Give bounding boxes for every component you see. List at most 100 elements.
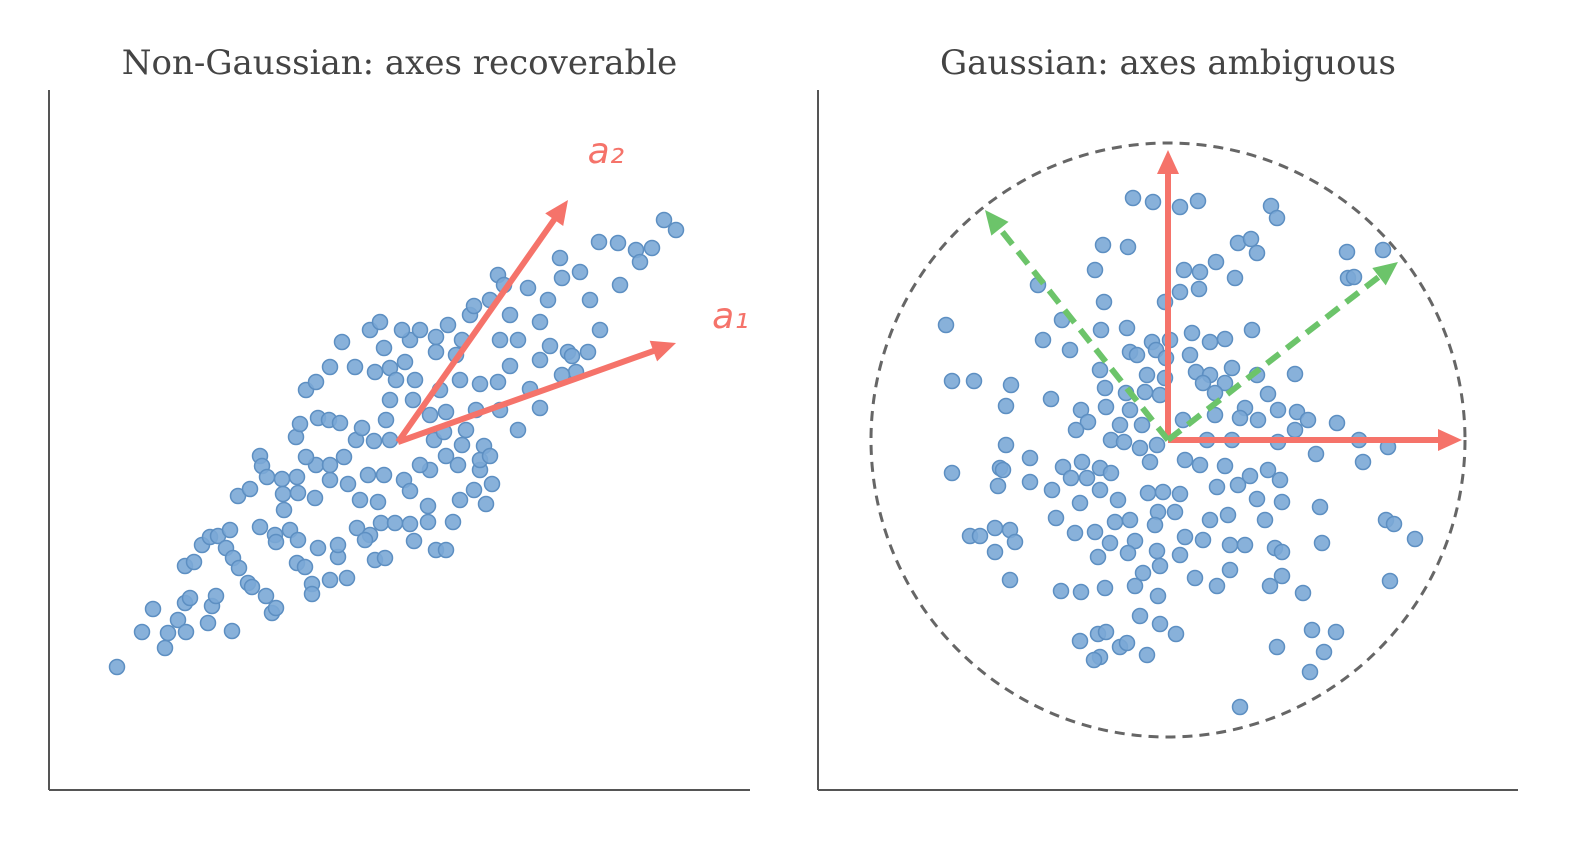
point	[274, 485, 292, 503]
point	[1072, 583, 1090, 601]
point	[1091, 361, 1109, 379]
point	[1146, 516, 1164, 534]
point	[1021, 473, 1039, 491]
point	[396, 353, 414, 371]
point	[1259, 385, 1277, 403]
point	[258, 468, 276, 486]
point	[471, 375, 489, 393]
point	[223, 622, 241, 640]
point	[1243, 321, 1261, 339]
point	[1183, 324, 1201, 342]
point	[1097, 623, 1115, 641]
point	[986, 543, 1004, 561]
point	[321, 358, 339, 376]
point	[1171, 546, 1189, 564]
point	[1269, 401, 1287, 419]
point	[1171, 283, 1189, 301]
point	[1148, 542, 1166, 560]
point	[451, 491, 469, 509]
point	[1111, 416, 1129, 434]
point	[365, 432, 383, 450]
point	[1256, 511, 1274, 529]
point	[1315, 643, 1333, 661]
point	[185, 553, 203, 571]
point	[1006, 533, 1024, 551]
point	[1216, 374, 1234, 392]
point	[1231, 409, 1249, 427]
point	[372, 514, 390, 532]
point	[965, 372, 983, 390]
point	[1273, 567, 1291, 585]
point	[1208, 478, 1226, 496]
point	[243, 578, 261, 596]
arrow-head	[985, 210, 1009, 236]
point	[1139, 484, 1157, 502]
point	[1166, 503, 1184, 521]
point	[1231, 698, 1249, 716]
point	[1052, 582, 1070, 600]
point	[1216, 457, 1234, 475]
arrow	[985, 210, 1171, 442]
point	[427, 343, 445, 361]
point	[971, 527, 989, 545]
point	[306, 489, 324, 507]
point	[986, 519, 1004, 537]
arrow	[395, 200, 568, 444]
point	[483, 475, 501, 493]
point	[439, 316, 457, 334]
point	[1126, 577, 1144, 595]
arrow	[396, 340, 676, 445]
point	[230, 559, 248, 577]
point	[491, 331, 509, 349]
point	[419, 513, 437, 531]
arrow-shaft	[1166, 271, 1385, 443]
point	[937, 316, 955, 334]
point	[1151, 557, 1169, 575]
point	[1207, 253, 1225, 271]
point	[297, 448, 315, 466]
point	[453, 436, 471, 454]
point	[411, 321, 429, 339]
point	[1273, 543, 1291, 561]
point	[1261, 577, 1279, 595]
point	[1406, 530, 1424, 548]
point	[437, 403, 455, 421]
point	[296, 558, 314, 576]
point	[288, 468, 306, 486]
point	[1131, 439, 1149, 457]
point	[386, 514, 404, 532]
point	[1194, 374, 1212, 392]
point	[133, 623, 151, 641]
point	[303, 585, 321, 603]
arrow	[1166, 262, 1398, 443]
point	[1208, 577, 1226, 595]
point	[1118, 319, 1136, 337]
point	[1259, 461, 1277, 479]
point	[590, 233, 608, 251]
point	[267, 599, 285, 617]
point	[291, 415, 309, 433]
point	[366, 363, 384, 381]
point	[1002, 376, 1020, 394]
point	[1176, 451, 1194, 469]
point	[437, 541, 455, 559]
point	[477, 495, 495, 513]
arrow-shaft	[395, 213, 560, 444]
point	[481, 447, 499, 465]
point	[1078, 469, 1096, 487]
point	[1119, 544, 1137, 562]
point	[943, 464, 961, 482]
point	[289, 484, 307, 502]
point	[359, 466, 377, 484]
point	[1221, 536, 1239, 554]
point	[1242, 230, 1260, 248]
point	[419, 497, 437, 515]
point	[169, 611, 187, 629]
point	[1149, 587, 1167, 605]
point	[335, 448, 353, 466]
point	[381, 431, 399, 449]
point	[1119, 238, 1137, 256]
point	[609, 234, 627, 252]
point	[1223, 359, 1241, 377]
